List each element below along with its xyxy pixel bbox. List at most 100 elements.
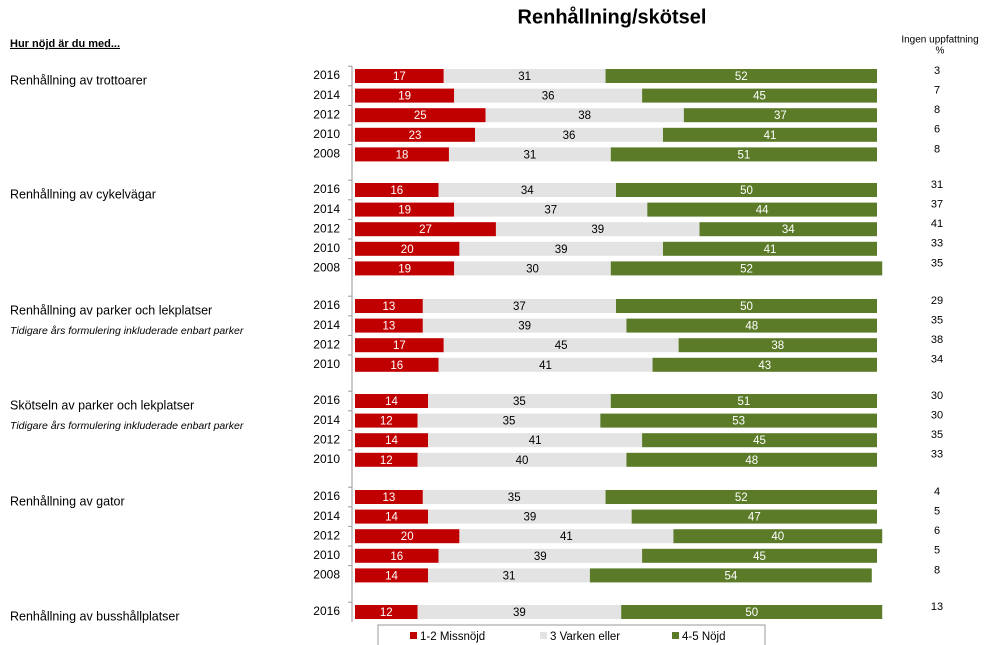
year-label: 2008: [313, 147, 340, 161]
no-opinion-value: 34: [931, 354, 943, 366]
bar-segment: [610, 394, 877, 408]
year-label: 2012: [313, 107, 340, 121]
bar-label: 50: [740, 301, 753, 313]
bar-segment: [438, 548, 643, 563]
bar-segment: [428, 568, 590, 583]
bar-label: 14: [385, 435, 398, 447]
bar-segment: [355, 241, 460, 256]
group-label: Renhållning av cykelvägar: [10, 187, 156, 201]
bar-label: 36: [563, 130, 576, 142]
bar-label: 39: [513, 607, 526, 619]
bar-segment: [428, 509, 632, 524]
bar-label: 39: [534, 551, 547, 563]
bar-label: 19: [398, 91, 411, 103]
bar-label: 45: [753, 435, 766, 447]
bar-segment: [454, 88, 643, 103]
bar-segment: [699, 222, 877, 237]
bar-segment: [626, 452, 877, 467]
bar-label: 13: [383, 492, 396, 504]
bar-label: 39: [518, 321, 531, 333]
group-label: Renhållning av trottoarer: [10, 73, 147, 87]
bar-segment: [642, 433, 877, 448]
bar-segment: [448, 147, 611, 162]
bar-segment: [355, 299, 423, 313]
bar-segment: [631, 509, 877, 524]
year-label: 2014: [313, 413, 340, 427]
group-note: Tidigare års formulering inkluderade enb…: [10, 325, 244, 337]
bar-segment: [459, 241, 663, 256]
bar-label: 54: [724, 570, 737, 582]
no-opinion-value: 8: [934, 104, 940, 116]
bar-segment: [355, 433, 429, 448]
bar-segment: [355, 490, 423, 504]
bar-label: 36: [542, 91, 555, 103]
bar-segment: [355, 413, 418, 428]
bar-label: 45: [753, 91, 766, 103]
year-label: 2010: [313, 241, 340, 255]
bar-label: 38: [771, 340, 784, 352]
legend-swatch: [540, 632, 547, 639]
bar-segment: [355, 108, 486, 123]
bar-segment: [417, 413, 601, 428]
bar-label: 35: [508, 492, 521, 504]
bar-segment: [355, 261, 455, 276]
bar-label: 16: [390, 185, 403, 197]
bar-label: 25: [414, 110, 427, 122]
no-opinion-value: 4: [934, 486, 940, 498]
bar-segment: [443, 69, 606, 83]
bar-label: 13: [383, 321, 396, 333]
no-opinion-value: 30: [931, 410, 943, 422]
bar-label: 31: [503, 570, 516, 582]
bar-label: 39: [555, 244, 568, 256]
no-opinion-value: 5: [934, 506, 940, 518]
bar-segment: [589, 568, 872, 583]
bar-label: 39: [523, 512, 536, 524]
bar-segment: [355, 69, 444, 83]
bar-segment: [428, 394, 611, 408]
bar-segment: [355, 452, 418, 467]
no-opinion-value: 29: [931, 295, 943, 307]
bar-label: 18: [396, 149, 409, 161]
no-opinion-value: 38: [931, 334, 943, 346]
bar-label: 27: [419, 224, 432, 236]
bar-label: 41: [560, 531, 573, 543]
bar-label: 41: [539, 360, 552, 372]
group-label: Renhållning av parker och lekplatser: [10, 303, 212, 317]
bar-segment: [662, 127, 877, 142]
legend-label: 4-5 Nöjd: [682, 631, 725, 643]
bar-label: 17: [393, 71, 406, 83]
year-label: 2012: [313, 221, 340, 235]
bar-label: 43: [758, 360, 771, 372]
bar-label: 41: [764, 244, 777, 256]
no-opinion-value: 33: [931, 238, 943, 250]
year-label: 2012: [313, 432, 340, 446]
no-opinion-value: 5: [934, 545, 940, 557]
year-label: 2016: [313, 489, 340, 503]
bar-segment: [621, 605, 883, 619]
no-opinion-value: 7: [934, 85, 940, 97]
bar-segment: [616, 183, 877, 197]
bar-segment: [683, 108, 877, 123]
group-label: Renhållning av busshållplatser: [10, 609, 180, 623]
bar-label: 30: [526, 263, 539, 275]
bar-label: 16: [390, 551, 403, 563]
bar-segment: [454, 202, 648, 217]
year-label: 2014: [313, 318, 340, 332]
bar-segment: [600, 413, 877, 428]
year-label: 2016: [313, 182, 340, 196]
bar-label: 44: [756, 205, 769, 217]
bar-segment: [355, 338, 444, 353]
bar-label: 23: [409, 130, 422, 142]
year-label: 2016: [313, 604, 340, 618]
no-opinion-value: 35: [931, 257, 943, 269]
header: Hur nöjd är du med...: [10, 38, 120, 50]
bar-label: 17: [393, 340, 406, 352]
bar-segment: [355, 357, 439, 372]
bar-segment: [422, 299, 616, 313]
bar-label: 37: [544, 205, 557, 217]
bar-segment: [605, 69, 877, 83]
no-opinion-value: 8: [934, 564, 940, 576]
no-opinion-value: 31: [931, 179, 943, 191]
